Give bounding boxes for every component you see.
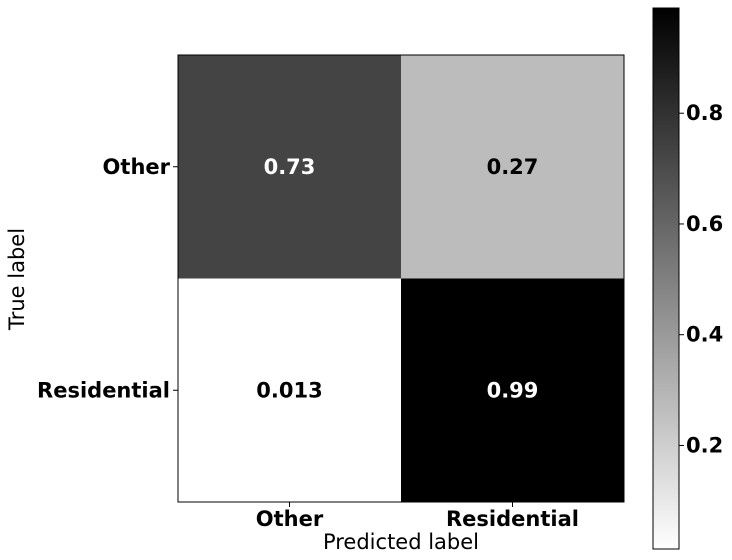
cell-value-label: 0.27	[487, 155, 539, 179]
matrix-cell	[178, 278, 401, 502]
matrix-cells: 0.73 0.27 0.013 0.99	[178, 55, 624, 502]
colorbar	[652, 7, 680, 550]
matrix-cell	[401, 278, 624, 502]
colorbar-tick-label: 0.4	[686, 323, 723, 347]
y-ticks: Other Residential	[37, 155, 178, 402]
y-axis-label: True label	[5, 228, 29, 331]
cell-value-label: 0.013	[256, 378, 322, 402]
y-tick-label: Other	[103, 155, 171, 179]
colorbar-tick-label: 0.6	[686, 212, 723, 236]
matrix-cell	[178, 55, 401, 279]
colorbar-ticks: 0.2 0.4 0.6 0.8	[679, 101, 723, 457]
x-tick-label: Other	[256, 507, 324, 531]
x-ticks: Other Residential	[256, 502, 579, 531]
cell-value-label: 0.99	[487, 378, 539, 402]
colorbar-tick-label: 0.8	[686, 101, 723, 125]
x-axis-label: Predicted label	[323, 530, 479, 554]
cell-value-label: 0.73	[264, 155, 316, 179]
y-tick-label: Residential	[37, 378, 170, 402]
x-tick-label: Residential	[446, 507, 579, 531]
plot-frame	[177, 54, 625, 503]
colorbar-tick-label: 0.2	[686, 433, 723, 457]
matrix-cell	[401, 55, 624, 279]
